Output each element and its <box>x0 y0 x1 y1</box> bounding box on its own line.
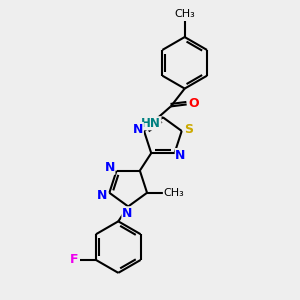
Text: O: O <box>188 97 199 110</box>
Text: N: N <box>104 161 115 174</box>
Text: N: N <box>175 148 186 162</box>
Text: CH₃: CH₃ <box>164 188 184 198</box>
Text: CH₃: CH₃ <box>174 9 195 19</box>
Text: F: F <box>70 254 78 266</box>
Text: N: N <box>97 189 108 202</box>
Text: N: N <box>122 207 132 220</box>
Text: N: N <box>133 122 143 136</box>
Text: S: S <box>184 122 193 136</box>
Text: HN: HN <box>141 117 161 130</box>
